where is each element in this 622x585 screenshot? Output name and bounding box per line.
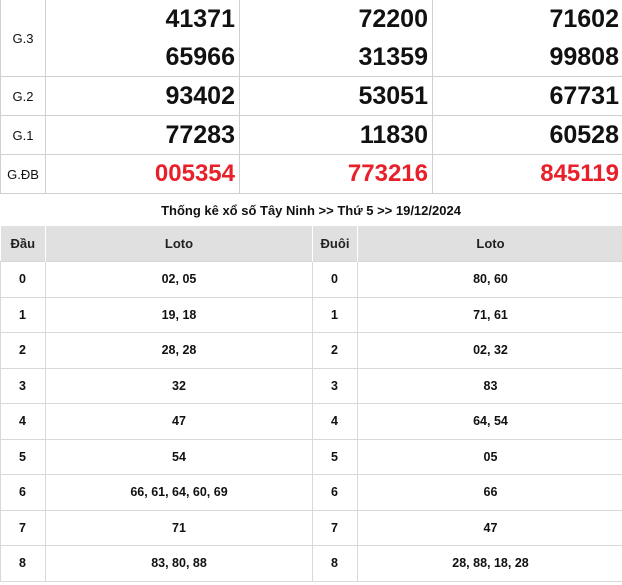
- duoi-loto-list: 80, 60: [357, 261, 622, 298]
- dau-loto-list: 28, 28: [45, 332, 313, 369]
- prize-label: G.1: [0, 115, 46, 155]
- prize-number: 11830: [359, 121, 428, 149]
- dau-loto-list: 66, 61, 64, 60, 69: [45, 474, 313, 511]
- prize-number: 93402: [165, 82, 235, 110]
- dau-digit: 3: [0, 367, 46, 404]
- duoi-loto-list: 64, 54: [357, 403, 622, 440]
- duoi-digit: 3: [312, 367, 358, 404]
- prize-number: 77283: [165, 121, 235, 149]
- prize-cell: 60528: [432, 115, 622, 155]
- dau-digit: 6: [0, 474, 46, 511]
- dau-digit: 5: [0, 438, 46, 475]
- duoi-digit: 0: [312, 261, 358, 298]
- dau-loto-list: 54: [45, 438, 313, 475]
- header-loto: Loto: [357, 226, 622, 262]
- prize-cell: 773216: [239, 154, 433, 194]
- duoi-loto-list: 28, 88, 18, 28: [357, 545, 622, 582]
- loto-header-row: Đầu Loto Đuôi Loto: [0, 226, 622, 262]
- special-prize-number: 005354: [154, 160, 235, 187]
- prize-number: 99808: [549, 43, 619, 71]
- prize-cell: 53051: [239, 76, 433, 116]
- prize-number: 41371: [165, 5, 235, 33]
- prize-row: G.ĐB 005354 773216 845119: [0, 154, 622, 194]
- prize-cell: 77283: [45, 115, 240, 155]
- duoi-loto-list: 83: [357, 367, 622, 404]
- prize-number: 65966: [165, 43, 235, 71]
- duoi-loto-list: 71, 61: [357, 296, 622, 333]
- dau-digit: 8: [0, 545, 46, 582]
- dau-digit: 4: [0, 403, 46, 440]
- duoi-digit: 1: [312, 296, 358, 333]
- prize-cell: 11830: [239, 115, 433, 155]
- prize-number: 31359: [358, 43, 428, 71]
- dau-digit: 7: [0, 509, 46, 546]
- prize-row: G.1 77283 11830 60528: [0, 115, 622, 155]
- prize-cell: 93402: [45, 76, 240, 116]
- prize-cell: 67731: [432, 76, 622, 116]
- special-prize-number: 773216: [347, 160, 428, 187]
- loto-row: 2 28, 28 2 02, 32: [0, 332, 622, 369]
- prize-label: G.2: [0, 76, 46, 116]
- stats-title: Thống kê xổ số Tây Ninh >> Thứ 5 >> 19/1…: [161, 203, 461, 218]
- prize-cell: 005354: [45, 154, 240, 194]
- prize-cell: 845119: [432, 154, 622, 194]
- prize-number: 72200: [358, 5, 428, 33]
- prize-number: 71602: [549, 5, 619, 33]
- dau-loto-list: 19, 18: [45, 296, 313, 333]
- prize-number: 53051: [358, 82, 428, 110]
- prize-results-table: G.3 41371 65966 72200 31359 71602 99808 G.2 9340…: [0, 0, 622, 194]
- loto-row: 6 66, 61, 64, 60, 69 6 66: [0, 474, 622, 511]
- prize-number: 60528: [549, 121, 619, 149]
- duoi-loto-list: 66: [357, 474, 622, 511]
- loto-row: 8 83, 80, 88 8 28, 88, 18, 28: [0, 545, 622, 582]
- prize-row: G.2 93402 53051 67731: [0, 76, 622, 116]
- prize-cell: 41371 65966: [45, 0, 240, 77]
- loto-row: 7 71 7 47: [0, 509, 622, 546]
- duoi-loto-list: 47: [357, 509, 622, 546]
- prize-cell: 71602 99808: [432, 0, 622, 77]
- loto-stats-table: Đầu Loto Đuôi Loto 0 02, 05 0 80, 60 1 19, 18…: [0, 226, 622, 582]
- dau-loto-list: 02, 05: [45, 261, 313, 298]
- header-dau: Đầu: [0, 226, 46, 262]
- loto-row: 5 54 5 05: [0, 438, 622, 475]
- dau-digit: 0: [0, 261, 46, 298]
- dau-loto-list: 71: [45, 509, 313, 546]
- prize-label: G.3: [0, 0, 46, 77]
- loto-row: 1 19, 18 1 71, 61: [0, 296, 622, 333]
- duoi-digit: 5: [312, 438, 358, 475]
- dau-loto-list: 47: [45, 403, 313, 440]
- prize-row: G.3 41371 65966 72200 31359 71602 99808: [0, 0, 622, 77]
- duoi-digit: 4: [312, 403, 358, 440]
- loto-row: 4 47 4 64, 54: [0, 403, 622, 440]
- prize-cell: 72200 31359: [239, 0, 433, 77]
- prize-label: G.ĐB: [0, 154, 46, 194]
- duoi-digit: 7: [312, 509, 358, 546]
- header-duoi: Đuôi: [312, 226, 358, 262]
- dau-digit: 1: [0, 296, 46, 333]
- prize-number: 67731: [549, 82, 619, 110]
- duoi-loto-list: 05: [357, 438, 622, 475]
- loto-row: 0 02, 05 0 80, 60: [0, 261, 622, 298]
- duoi-digit: 6: [312, 474, 358, 511]
- duoi-digit: 2: [312, 332, 358, 369]
- dau-loto-list: 32: [45, 367, 313, 404]
- dau-loto-list: 83, 80, 88: [45, 545, 313, 582]
- header-loto: Loto: [45, 226, 313, 262]
- loto-row: 3 32 3 83: [0, 367, 622, 404]
- duoi-digit: 8: [312, 545, 358, 582]
- special-prize-number: 845119: [540, 160, 619, 187]
- dau-digit: 2: [0, 332, 46, 369]
- duoi-loto-list: 02, 32: [357, 332, 622, 369]
